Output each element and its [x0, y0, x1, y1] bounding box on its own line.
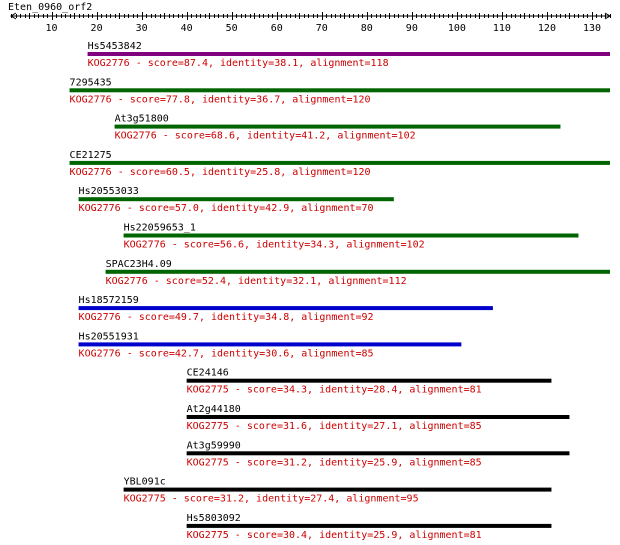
- hit-description: KOG2775 - score=31.2, identity=27.4, ali…: [124, 494, 419, 505]
- hit-row: 7295435 KOG2776 - score=77.8, identity=36…: [69, 77, 610, 105]
- ruler-tick-label: 60: [271, 23, 283, 34]
- hit-description: KOG2775 - score=30.4, identity=25.9, ali…: [187, 530, 482, 541]
- hit-row: Hs5453842 KOG2776 - score=87.4, identity=…: [87, 41, 611, 69]
- ruler-tick-label: 30: [136, 23, 148, 34]
- query-title: Eten_0960_orf2: [8, 2, 92, 13]
- hit-bar: [78, 197, 394, 202]
- hit-bar: [186, 415, 570, 419]
- hit-row: YBL091c KOG2775 - score=31.2, identity=27…: [123, 477, 552, 505]
- hit-name: YBL091c: [124, 477, 166, 488]
- hit-name: 7295435: [70, 77, 112, 88]
- hit-bar: [69, 88, 610, 93]
- hit-name: At2g44180: [187, 404, 241, 415]
- hit-bar: [78, 342, 462, 347]
- hit-row: CE24146 KOG2775 - score=34.3, identity=28…: [186, 368, 552, 396]
- hit-description: KOG2776 - score=57.0, identity=42.9, ali…: [79, 203, 374, 214]
- hit-bar: [123, 233, 579, 238]
- hit-description: KOG2776 - score=56.6, identity=34.3, ali…: [124, 240, 425, 251]
- hit-description: KOG2776 - score=42.7, identity=30.6, ali…: [79, 348, 374, 359]
- ruler-tick-label: 10: [46, 23, 58, 34]
- hit-row: Hs20553033 KOG2776 - score=57.0, identity…: [78, 186, 394, 214]
- hit-name: SPAC23H4.09: [106, 259, 172, 270]
- ruler-tick-label: 120: [538, 23, 556, 34]
- hit-bar: [114, 124, 561, 129]
- ruler-tick-label: 110: [493, 23, 511, 34]
- hit-name: Hs20551931: [79, 331, 139, 342]
- sequence-ruler: 10 20 30 40 50 60 70 80 90 100 110 120 130: [10, 12, 611, 34]
- hit-name: Hs22059653_1: [124, 223, 196, 234]
- hit-name: CE24146: [187, 368, 229, 379]
- hit-description: KOG2775 - score=31.2, identity=25.9, ali…: [187, 457, 482, 468]
- hit-description: KOG2776 - score=77.8, identity=36.7, ali…: [70, 94, 371, 105]
- hit-bar: [78, 306, 493, 311]
- ruler-tick-label: 100: [448, 23, 466, 34]
- hit-row: CE21275 KOG2776 - score=60.5, identity=25…: [69, 150, 610, 178]
- hit-bar: [105, 269, 610, 274]
- hit-row: Hs5803092 KOG2775 - score=30.4, identity=…: [186, 513, 552, 541]
- hit-name: At3g59990: [187, 440, 241, 451]
- ruler-tick-label: 50: [226, 23, 238, 34]
- hit-name: Hs20553033: [79, 186, 139, 197]
- ruler-tick-label: 80: [361, 23, 373, 34]
- hit-name: At3g51800: [115, 114, 169, 125]
- hit-row: Hs20551931 KOG2776 - score=42.7, identity…: [78, 331, 462, 359]
- hit-bar: [186, 378, 552, 383]
- hit-name: Hs5453842: [88, 41, 142, 52]
- hit-name: Hs5803092: [187, 513, 241, 524]
- hit-name: Hs18572159: [79, 295, 139, 306]
- hit-row: At2g44180 KOG2775 - score=31.6, identity=…: [186, 404, 570, 432]
- ruler-tick-label: 130: [583, 23, 601, 34]
- hit-description: KOG2775 - score=34.3, identity=28.4, ali…: [187, 385, 482, 396]
- ruler-tick-label: 20: [91, 23, 103, 34]
- hit-bar: [186, 451, 570, 456]
- hit-row: Hs22059653_1 KOG2776 - score=56.6, identi…: [123, 223, 579, 251]
- hit-row: At3g59990 KOG2775 - score=31.2, identity=…: [186, 440, 570, 468]
- ruler-tick-label: 90: [406, 23, 418, 34]
- hit-row: At3g51800 KOG2776 - score=68.6, identity=…: [114, 114, 561, 142]
- hit-description: KOG2776 - score=68.6, identity=41.2, ali…: [115, 131, 416, 142]
- hit-name: CE21275: [70, 150, 112, 161]
- hit-list: Hs5453842 KOG2776 - score=87.4, identity=…: [69, 41, 611, 541]
- hit-row: Hs18572159 KOG2776 - score=49.7, identity…: [78, 295, 493, 323]
- hit-description: KOG2776 - score=49.7, identity=34.8, ali…: [79, 312, 374, 323]
- hit-description: KOG2776 - score=52.4, identity=32.1, ali…: [106, 276, 407, 287]
- hit-bar: [69, 160, 610, 165]
- ruler-tick-label: 40: [181, 23, 193, 34]
- hit-description: KOG2776 - score=60.5, identity=25.8, ali…: [70, 167, 371, 178]
- hit-bar: [186, 523, 552, 528]
- hit-description: KOG2775 - score=31.6, identity=27.1, ali…: [187, 421, 482, 432]
- hit-row: SPAC23H4.09 KOG2776 - score=52.4, identit…: [105, 259, 610, 287]
- hit-description: KOG2776 - score=87.4, identity=38.1, ali…: [88, 58, 389, 69]
- hit-bar: [123, 487, 552, 492]
- ruler-tick-label: 70: [316, 23, 328, 34]
- hit-bar: [87, 52, 611, 56]
